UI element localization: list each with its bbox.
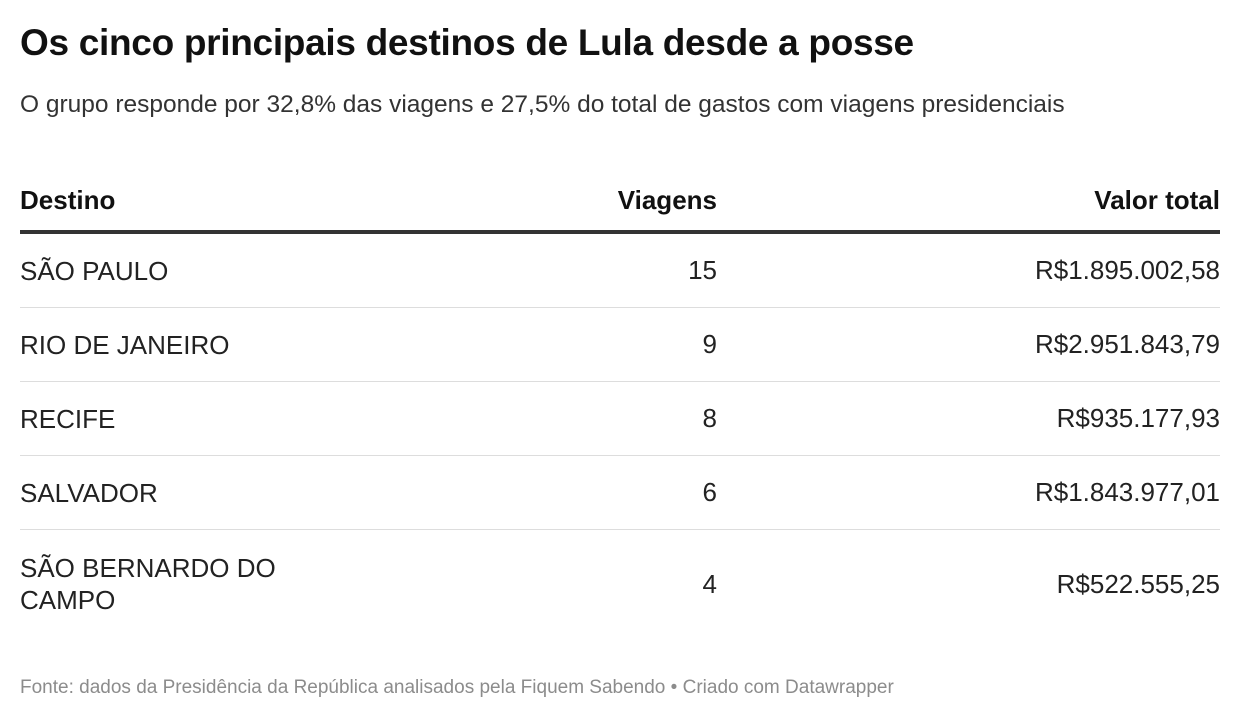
column-header-viagens: Viagens — [320, 170, 717, 234]
cell-viagens-text: 8 — [702, 403, 717, 433]
cell-valor-total-text: R$2.951.843,79 — [1034, 329, 1220, 359]
cell-destino-text: SÃO BERNARDO DO CAMPO — [20, 553, 276, 615]
cell-destino: RIO DE JANEIRO — [20, 307, 320, 382]
cell-destino-text: SALVADOR — [20, 477, 158, 508]
cell-viagens: 4 — [320, 530, 717, 639]
cell-valor-total-text: R$1.895.002,58 — [1034, 255, 1220, 285]
footer-separator: • — [665, 677, 683, 698]
cell-viagens: 15 — [320, 232, 717, 308]
cell-viagens-text: 9 — [702, 329, 717, 359]
table-row: RECIFE 8 R$935.177,93 — [20, 381, 1220, 456]
datawrapper-credit-link[interactable]: Criado com Datawrapper — [682, 677, 894, 698]
cell-valor-total: R$2.951.843,79 — [717, 307, 1220, 382]
cell-valor-total: R$1.843.977,01 — [717, 455, 1220, 530]
cell-viagens-text: 4 — [702, 568, 717, 599]
cell-destino: SÃO BERNARDO DO CAMPO — [20, 530, 320, 639]
footer: Fonte: dados da Presidência da República… — [20, 677, 894, 699]
chart-title: Os cinco principais destinos de Lula des… — [20, 22, 914, 63]
table-row: SALVADOR 6 R$1.843.977,01 — [20, 455, 1220, 530]
cell-destino: RECIFE — [20, 381, 320, 456]
cell-viagens-text: 6 — [702, 477, 717, 507]
table-row: RIO DE JANEIRO 9 R$2.951.843,79 — [20, 307, 1220, 382]
cell-destino: SALVADOR — [20, 455, 320, 530]
cell-destino-text: SÃO PAULO — [20, 255, 169, 286]
cell-viagens-text: 15 — [688, 255, 717, 285]
table-row: SÃO BERNARDO DO CAMPO 4 R$522.555,25 — [20, 530, 1220, 639]
cell-valor-total: R$522.555,25 — [717, 530, 1220, 639]
chart-subtitle: O grupo responde por 32,8% das viagens e… — [20, 91, 1065, 118]
table-row: SÃO PAULO 15 R$1.895.002,58 — [20, 232, 1220, 308]
cell-valor-total: R$1.895.002,58 — [717, 232, 1220, 308]
column-header-destino: Destino — [20, 170, 320, 234]
source-note: Fonte: dados da Presidência da República… — [20, 677, 666, 698]
cell-destino-text: RECIFE — [20, 403, 116, 434]
cell-valor-total-text: R$522.555,25 — [1056, 568, 1220, 599]
cell-valor-total-text: R$1.843.977,01 — [1034, 477, 1220, 507]
column-header-valor-total: Valor total — [717, 170, 1220, 234]
cell-viagens: 9 — [320, 307, 717, 382]
cell-viagens: 8 — [320, 381, 717, 456]
data-table: Destino Viagens Valor total SÃO PAULO 15 R… — [20, 170, 1220, 638]
cell-valor-total-text: R$935.177,93 — [1056, 403, 1220, 433]
cell-destino-text: RIO DE JANEIRO — [20, 329, 230, 360]
cell-valor-total: R$935.177,93 — [717, 381, 1220, 456]
table-header-row: Destino Viagens Valor total — [20, 170, 1220, 234]
cell-destino: SÃO PAULO — [20, 232, 320, 308]
cell-viagens: 6 — [320, 455, 717, 530]
